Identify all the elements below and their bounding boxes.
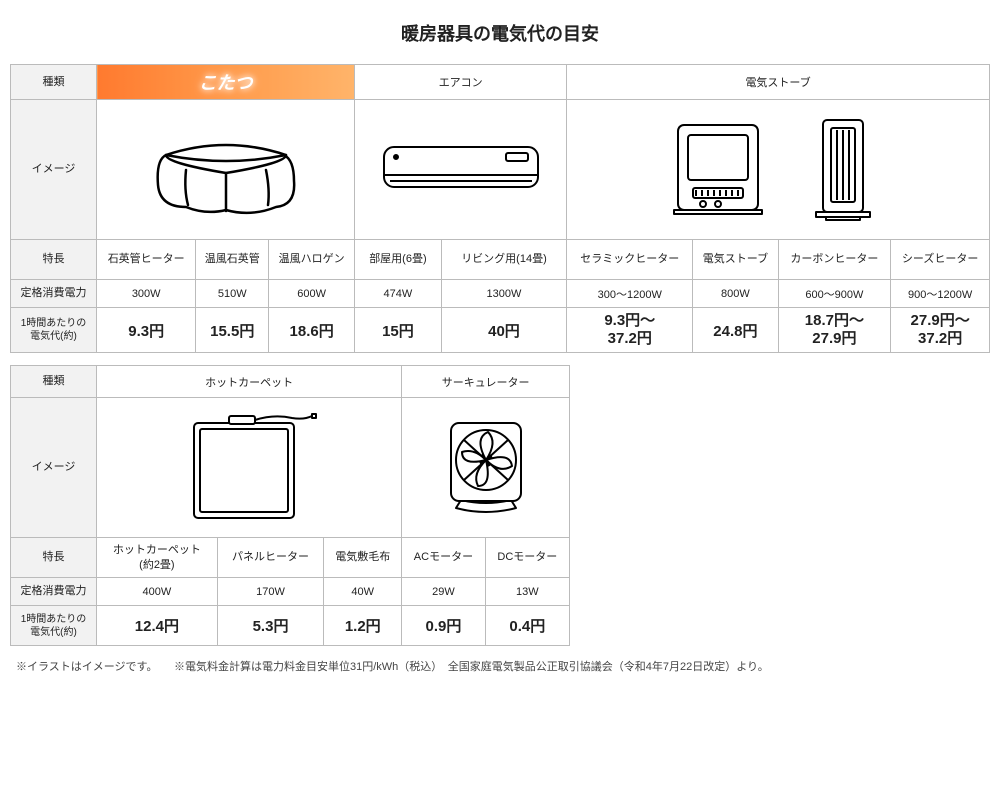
feat-2: 温風ハロゲン [269, 240, 355, 280]
rowhead-power: 定格消費電力 [11, 280, 97, 308]
footnote: ※イラストはイメージです。 ※電気料金計算は電力料金目安単位31円/kWh（税込… [10, 658, 990, 674]
image-row-2: イメージ [11, 398, 570, 538]
feat-3: 部屋用(6畳) [355, 240, 442, 280]
cost-5: 9.3円～37.2円 [567, 308, 693, 353]
comparison-table-2: 種類 ホットカーペット サーキュレーター イメージ [10, 365, 570, 646]
category-circulator: サーキュレーター [402, 366, 570, 398]
feat2-1: パネルヒーター [217, 538, 324, 578]
pow-6: 800W [693, 280, 778, 308]
pow-4: 1300W [441, 280, 567, 308]
pow-5: 300～1200W [567, 280, 693, 308]
rowhead-image-2: イメージ [11, 398, 97, 538]
pow2-1: 170W [217, 578, 324, 606]
cost2-2: 1.2円 [324, 606, 402, 646]
feat-8: シーズヒーター [891, 240, 990, 280]
hotcarpet-icon [174, 408, 324, 528]
pow2-2: 40W [324, 578, 402, 606]
rowhead-feature: 特長 [11, 240, 97, 280]
feature-row-2: 特長 ホットカーペット(約2畳) パネルヒーター 電気敷毛布 ACモーター DC… [11, 538, 570, 578]
pow2-4: 13W [485, 578, 569, 606]
category-aircon: エアコン [355, 65, 567, 100]
comparison-table-1: 種類 こたつ エアコン 電気ストーブ イメージ [10, 64, 990, 353]
page-title: 暖房器具の電気代の目安 [10, 20, 990, 46]
kotatsu-label: こたつ [199, 73, 253, 93]
pow-8: 900～1200W [891, 280, 990, 308]
pow-3: 474W [355, 280, 442, 308]
cost-0: 9.3円 [97, 308, 196, 353]
aircon-icon [376, 135, 546, 205]
image-circulator [402, 398, 570, 538]
rowhead-image: イメージ [11, 100, 97, 240]
feat-5: セラミックヒーター [567, 240, 693, 280]
feat2-3: ACモーター [402, 538, 485, 578]
cost2-0: 12.4円 [97, 606, 218, 646]
feat2-0: ホットカーペット(約2畳) [97, 538, 218, 578]
cost-row-2: 1時間あたりの電気代(約) 12.4円 5.3円 1.2円 0.9円 0.4円 [11, 606, 570, 646]
feature-row: 特長 石英管ヒーター 温風石英管 温風ハロゲン 部屋用(6畳) リビング用(14… [11, 240, 990, 280]
feat-7: カーボンヒーター [778, 240, 891, 280]
cost-6: 24.8円 [693, 308, 778, 353]
pow2-0: 400W [97, 578, 218, 606]
feat-0: 石英管ヒーター [97, 240, 196, 280]
cost-1: 15.5円 [196, 308, 269, 353]
circulator-icon [426, 408, 546, 528]
category-row-2: 種類 ホットカーペット サーキュレーター [11, 366, 570, 398]
feat-1: 温風石英管 [196, 240, 269, 280]
category-row: 種類 こたつ エアコン 電気ストーブ [11, 65, 990, 100]
feat-6: 電気ストーブ [693, 240, 778, 280]
category-kotatsu: こたつ [97, 65, 355, 100]
cost2-3: 0.9円 [402, 606, 485, 646]
power-row: 定格消費電力 300W 510W 600W 474W 1300W 300～120… [11, 280, 990, 308]
image-aircon [355, 100, 567, 240]
cost2-1: 5.3円 [217, 606, 324, 646]
cost-8: 27.9円～37.2円 [891, 308, 990, 353]
rowhead-power-2: 定格消費電力 [11, 578, 97, 606]
image-stove [567, 100, 990, 240]
pow-2: 600W [269, 280, 355, 308]
image-row: イメージ [11, 100, 990, 240]
pow-0: 300W [97, 280, 196, 308]
category-stove: 電気ストーブ [567, 65, 990, 100]
cost-4: 40円 [441, 308, 567, 353]
rowhead-type: 種類 [11, 65, 97, 100]
category-hotcarpet: ホットカーペット [97, 366, 402, 398]
pow-1: 510W [196, 280, 269, 308]
feat2-4: DCモーター [485, 538, 569, 578]
image-kotatsu [97, 100, 355, 240]
rowhead-type-2: 種類 [11, 366, 97, 398]
kotatsu-icon [136, 115, 316, 225]
rowhead-feature-2: 特長 [11, 538, 97, 578]
rowhead-cost-2: 1時間あたりの電気代(約) [11, 606, 97, 646]
cost-3: 15円 [355, 308, 442, 353]
cost-7: 18.7円～27.9円 [778, 308, 891, 353]
cost-2: 18.6円 [269, 308, 355, 353]
pow2-3: 29W [402, 578, 485, 606]
feat2-2: 電気敷毛布 [324, 538, 402, 578]
rowhead-cost: 1時間あたりの電気代(約) [11, 308, 97, 353]
cost-row: 1時間あたりの電気代(約) 9.3円 15.5円 18.6円 15円 40円 9… [11, 308, 990, 353]
power-row-2: 定格消費電力 400W 170W 40W 29W 13W [11, 578, 570, 606]
image-hotcarpet [97, 398, 402, 538]
feat-4: リビング用(14畳) [441, 240, 567, 280]
stove-icons [648, 110, 908, 230]
cost2-4: 0.4円 [485, 606, 569, 646]
pow-7: 600～900W [778, 280, 891, 308]
